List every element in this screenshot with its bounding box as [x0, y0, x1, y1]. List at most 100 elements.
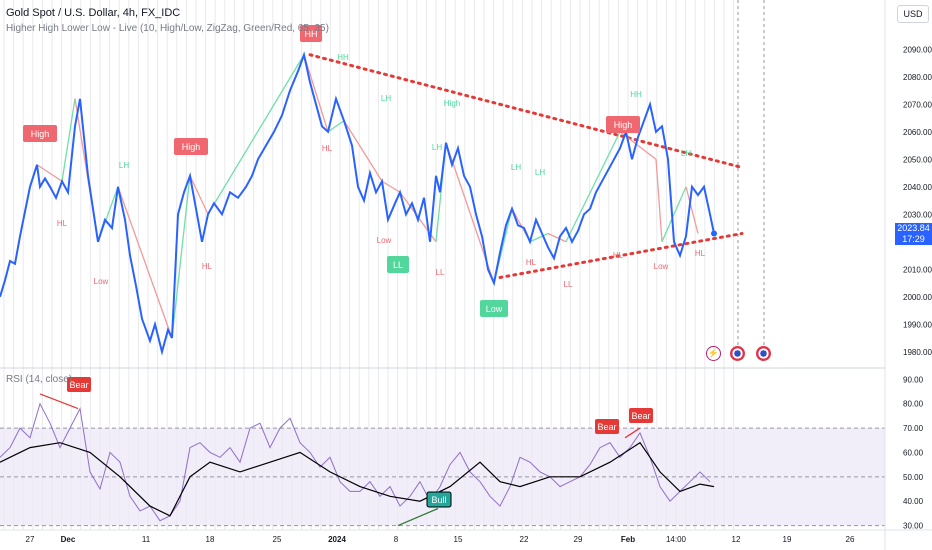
rsi-tick-label: 30.00	[903, 522, 924, 531]
time-tick-label: 15	[454, 535, 463, 544]
time-tick-label: 18	[206, 535, 215, 544]
divergence-line	[39, 393, 79, 410]
swing-label: HL	[57, 219, 68, 228]
divergence-line	[397, 507, 439, 527]
zigzag-up	[529, 232, 549, 243]
zigzag-up	[207, 54, 305, 215]
rsi-legend[interactable]: RSI (14, close)	[6, 374, 73, 385]
rsi-signal-box	[67, 377, 91, 392]
zigzag-down	[381, 180, 401, 193]
swing-label: LH	[681, 149, 691, 158]
swing-label: LL	[436, 268, 445, 277]
rsi-tick-label: 90.00	[903, 375, 924, 384]
rsi-tick-label: 60.00	[903, 448, 924, 457]
rsi-signal-label: Bull	[431, 495, 446, 505]
rsi-line	[0, 402, 711, 522]
triangle-trendlines	[308, 53, 744, 279]
swing-label: High	[614, 120, 633, 130]
swing-label: HL	[526, 258, 537, 267]
last-price-tag: 2023.84 17:29	[895, 223, 932, 245]
zigzag-up	[661, 186, 687, 243]
rsi-tick-label: 40.00	[903, 497, 924, 506]
price-line	[0, 51, 715, 356]
swing-label: Low	[654, 262, 669, 271]
rsi-tick-label: 50.00	[903, 473, 924, 482]
rsi-signal-label: Bear	[631, 411, 650, 421]
swing-label: HL	[613, 251, 624, 260]
swing-label: HH	[305, 29, 318, 39]
zigzag-up	[565, 131, 621, 243]
time-tick-label: Feb	[621, 535, 635, 544]
zigzag-down	[303, 54, 329, 132]
swing-label-box	[480, 300, 508, 317]
time-tick-label: 25	[273, 535, 282, 544]
swing-label: High	[444, 99, 460, 108]
last-price-value: 2023.84	[897, 223, 930, 233]
rsi-signal-box	[629, 408, 653, 423]
lightning-icon[interactable]: ⚡	[706, 346, 721, 361]
swing-label: Low	[377, 236, 392, 245]
rsi-panel: 30.00 40.00 50.00 60.00 70.00 80.00 90.00 Bear B…	[0, 375, 924, 531]
swing-label: LH	[381, 94, 391, 103]
price-tick-label: 2010.00	[903, 265, 932, 274]
zigzag-down	[655, 159, 663, 242]
swing-label: LL	[564, 280, 573, 289]
price-tick-label: 1990.00	[903, 320, 932, 329]
swing-label: HH	[630, 90, 642, 99]
price-tick-label: 2080.00	[903, 73, 932, 82]
rsi-tick-label: 70.00	[903, 424, 924, 433]
swing-label: Low	[486, 304, 503, 314]
zigzag-up	[171, 175, 191, 339]
rsi-signal-box	[595, 419, 619, 434]
us-flag-icon[interactable]	[730, 346, 745, 361]
divergence-line	[624, 427, 641, 439]
time-tick-label: 2024	[328, 535, 346, 544]
zigzag-up	[327, 120, 345, 133]
time-tick-label: 27	[26, 535, 35, 544]
time-tick-label: 11	[142, 535, 151, 544]
chart-title[interactable]: Gold Spot / U.S. Dollar, 4h, FX_IDC	[6, 7, 181, 19]
rsi-ma-line	[0, 441, 715, 517]
time-axis: 27 Dec 11 18 25 2024 8 15 22 29 Feb 14:00 12 19 26	[26, 535, 855, 544]
swing-label-box	[606, 116, 640, 133]
last-price-dot	[711, 230, 717, 237]
price-tick-label: 1980.00	[903, 348, 932, 357]
indicator-legend[interactable]: Higher High Lower Low - Live (10, High/L…	[6, 23, 329, 34]
swing-label-box	[300, 25, 322, 42]
us-flag-icon[interactable]	[756, 346, 771, 361]
rsi-signal-box	[426, 491, 452, 508]
zigzag-down	[685, 186, 699, 234]
rsi-signal-label: Bear	[597, 422, 616, 432]
zigzag-up	[61, 98, 76, 182]
swing-label: LH	[511, 163, 521, 172]
zigzag-down	[36, 164, 63, 182]
currency-button[interactable]: USD	[897, 5, 929, 23]
time-tick-label: 12	[732, 535, 741, 544]
swing-label: High	[182, 142, 201, 152]
price-tick-label: 2070.00	[903, 100, 932, 109]
swing-label: HH	[337, 53, 349, 62]
price-tick-label: 2050.00	[903, 155, 932, 164]
price-tick-label: 2090.00	[903, 45, 932, 54]
zigzag-down	[117, 186, 173, 339]
swing-labels: High High HH High LL Low HH LH LH High LH LH LH HH LH H…	[23, 25, 706, 317]
swing-label: High	[31, 129, 50, 139]
swing-label: HL	[695, 249, 706, 258]
lower-trendline	[498, 232, 744, 279]
rsi-tick-label: 80.00	[903, 400, 924, 409]
swing-label-box	[174, 138, 208, 155]
price-tick-label: 2060.00	[903, 128, 932, 137]
upper-trendline	[308, 53, 744, 169]
zigzag-down	[343, 120, 383, 182]
time-tick-label: 19	[783, 535, 792, 544]
time-tick-label: Dec	[61, 535, 76, 544]
zigzag-down	[189, 175, 209, 215]
price-tick-label: 2000.00	[903, 293, 932, 302]
swing-label: HL	[202, 262, 213, 271]
swing-label: LH	[432, 143, 442, 152]
time-tick-label: 29	[574, 535, 583, 544]
bar-countdown: 17:29	[902, 234, 925, 244]
time-tick-label: 26	[846, 535, 855, 544]
swing-label-box	[387, 256, 409, 273]
swing-label: LH	[119, 161, 129, 170]
